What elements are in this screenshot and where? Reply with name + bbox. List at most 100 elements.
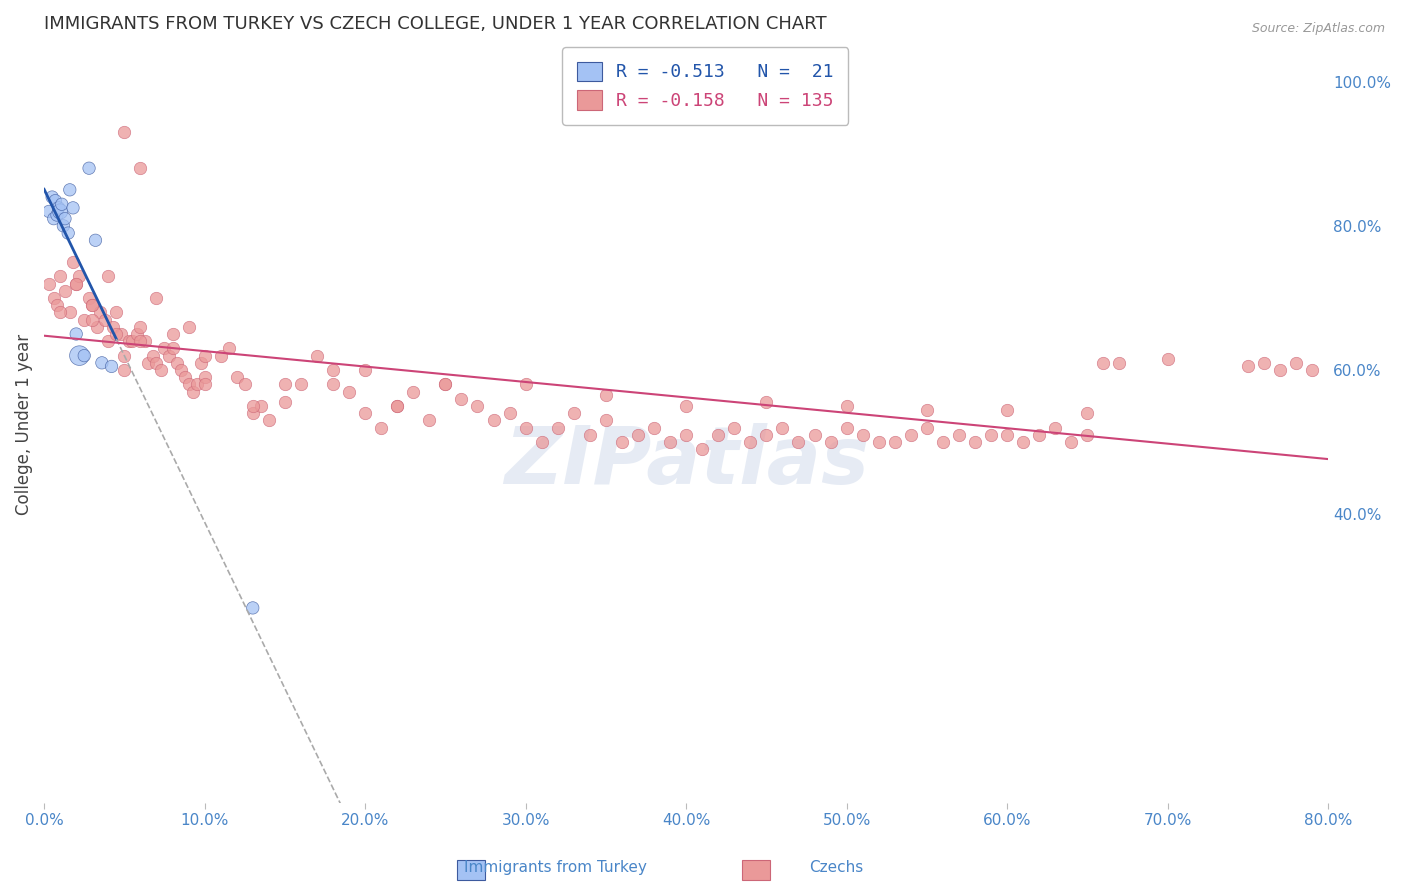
Point bbox=[118, 334, 141, 349]
Point bbox=[49, 204, 72, 219]
Point bbox=[94, 312, 117, 326]
Point bbox=[627, 428, 650, 442]
Point bbox=[1060, 435, 1083, 450]
Point bbox=[162, 342, 184, 356]
Point bbox=[218, 342, 240, 356]
Point bbox=[1237, 359, 1260, 374]
Point bbox=[129, 334, 152, 349]
Point bbox=[770, 420, 793, 434]
Point bbox=[127, 326, 149, 341]
Point bbox=[177, 319, 200, 334]
Point bbox=[337, 384, 360, 399]
Point bbox=[138, 356, 160, 370]
Legend: R = -0.513   N =  21, R = -0.158   N = 135: R = -0.513 N = 21, R = -0.158 N = 135 bbox=[562, 47, 848, 125]
Point bbox=[73, 312, 96, 326]
Point bbox=[562, 406, 585, 420]
Point bbox=[305, 349, 328, 363]
Point bbox=[370, 420, 392, 434]
Point bbox=[190, 356, 212, 370]
Point bbox=[883, 435, 905, 450]
Point bbox=[740, 435, 762, 450]
Point bbox=[110, 326, 132, 341]
Point bbox=[1012, 435, 1035, 450]
Point bbox=[65, 277, 87, 291]
Point bbox=[183, 384, 205, 399]
Point bbox=[77, 161, 100, 176]
Point bbox=[90, 356, 112, 370]
Point bbox=[86, 319, 108, 334]
Point bbox=[194, 349, 217, 363]
Point bbox=[1285, 356, 1308, 370]
Point bbox=[755, 395, 778, 409]
Point bbox=[49, 269, 72, 284]
Point bbox=[787, 435, 810, 450]
Point bbox=[402, 384, 425, 399]
Point bbox=[51, 197, 73, 211]
Text: ZIPatlas: ZIPatlas bbox=[503, 423, 869, 501]
Point bbox=[675, 399, 697, 413]
Point bbox=[1156, 352, 1178, 367]
Point bbox=[41, 190, 63, 204]
Point bbox=[755, 428, 778, 442]
Point bbox=[274, 377, 297, 392]
Point bbox=[242, 406, 264, 420]
Point bbox=[112, 125, 135, 139]
Text: Czechs: Czechs bbox=[810, 861, 863, 875]
Point bbox=[129, 319, 152, 334]
Y-axis label: College, Under 1 year: College, Under 1 year bbox=[15, 334, 32, 515]
Point bbox=[515, 420, 537, 434]
Point bbox=[67, 269, 90, 284]
Point bbox=[105, 326, 128, 341]
Point bbox=[1268, 363, 1291, 377]
Point bbox=[900, 428, 922, 442]
Point bbox=[121, 334, 143, 349]
Point bbox=[169, 363, 191, 377]
Point bbox=[387, 399, 409, 413]
Point bbox=[97, 334, 120, 349]
Point bbox=[675, 428, 697, 442]
Point bbox=[129, 161, 152, 176]
Point bbox=[1076, 406, 1098, 420]
Point bbox=[387, 399, 409, 413]
Point bbox=[89, 305, 111, 319]
Point bbox=[707, 428, 730, 442]
Point bbox=[101, 319, 124, 334]
Point bbox=[48, 201, 70, 215]
Point bbox=[62, 255, 84, 269]
Point bbox=[932, 435, 955, 450]
Point bbox=[82, 298, 104, 312]
Point bbox=[174, 370, 197, 384]
Point bbox=[49, 305, 72, 319]
Text: Immigrants from Turkey: Immigrants from Turkey bbox=[464, 861, 647, 875]
Point bbox=[482, 413, 505, 427]
Point bbox=[963, 435, 986, 450]
Point bbox=[233, 377, 256, 392]
Point bbox=[690, 442, 713, 457]
Point bbox=[112, 349, 135, 363]
Point bbox=[162, 326, 184, 341]
Point bbox=[257, 413, 280, 427]
Point bbox=[177, 377, 200, 392]
Point bbox=[112, 363, 135, 377]
Point bbox=[150, 363, 173, 377]
Point bbox=[194, 377, 217, 392]
Point bbox=[1108, 356, 1130, 370]
Point bbox=[1253, 356, 1275, 370]
Point bbox=[56, 226, 79, 240]
Point bbox=[157, 349, 180, 363]
Point bbox=[995, 428, 1018, 442]
Point bbox=[659, 435, 682, 450]
Point bbox=[105, 305, 128, 319]
Point bbox=[995, 402, 1018, 417]
Point bbox=[67, 349, 90, 363]
Point bbox=[194, 370, 217, 384]
Point bbox=[1301, 363, 1323, 377]
Point bbox=[53, 284, 76, 298]
Point bbox=[835, 399, 858, 413]
Point bbox=[134, 334, 156, 349]
Point bbox=[38, 277, 60, 291]
Point bbox=[467, 399, 489, 413]
Point bbox=[142, 349, 165, 363]
Point bbox=[84, 233, 107, 247]
Point bbox=[1028, 428, 1050, 442]
